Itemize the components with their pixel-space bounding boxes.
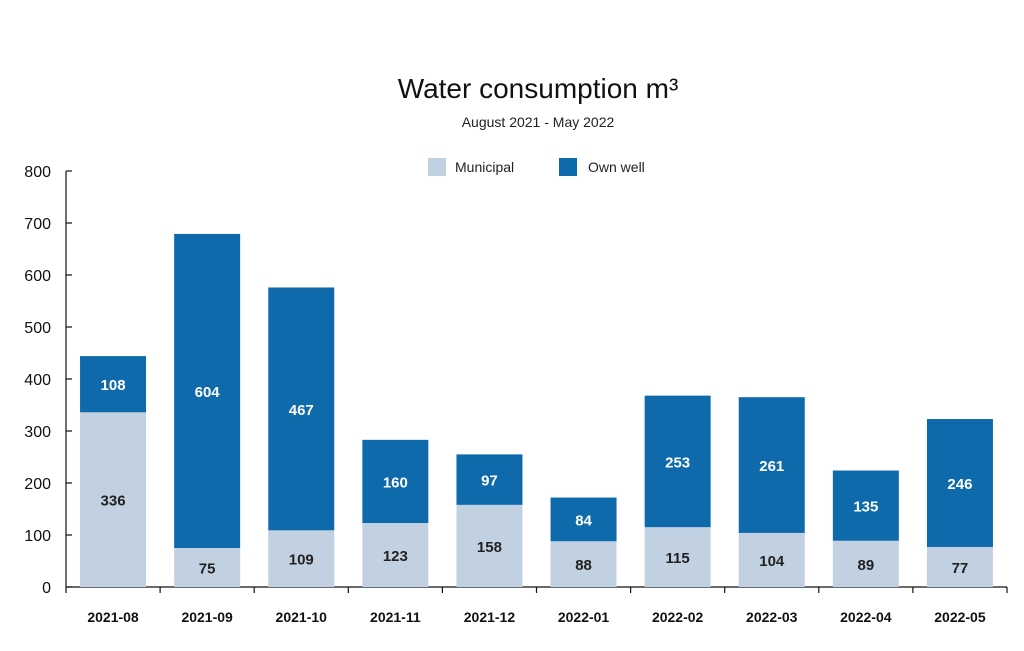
bar-own-well [456,454,523,505]
bar-value-label: 109 [289,552,314,569]
bar-municipal [550,541,617,587]
bar-municipal [644,527,711,587]
bar-own-well [926,419,993,547]
bar-value-label: 108 [101,377,126,394]
bar-value-label: 115 [666,550,690,567]
y-tick-label: 600 [24,268,51,285]
bar-own-well [174,233,241,549]
bar-value-label: 104 [759,553,785,570]
y-tick-label: 200 [24,476,51,493]
bar-municipal [362,523,429,587]
x-tick-label: 2021-11 [370,609,421,625]
legend-label-municipal: Municipal [455,159,514,175]
bar-value-label: 158 [477,539,502,556]
bar-municipal [832,540,899,587]
bar-value-label: 97 [481,473,498,490]
x-axis: 2021-08 2021-09 2021-10 2021-11 2021-12 2022-… [65,586,1008,625]
bar-own-well [362,439,429,524]
y-tick-label: 100 [24,528,51,545]
x-tick-label: 2021-12 [464,609,516,625]
bar-value-label: 135 [853,499,878,516]
legend-label-own-well: Own well [588,159,645,175]
legend-swatch-own-well [559,158,577,176]
bar-value-label: 261 [759,458,784,475]
x-tick-label: 2022-05 [934,609,986,625]
bar-municipal [456,504,523,587]
legend-swatch-municipal [428,158,446,176]
bar-municipal [80,412,147,587]
bar-value-label: 77 [952,560,969,577]
bar-municipal [738,532,805,587]
y-tick-label: 0 [42,580,51,597]
y-tick-label: 400 [24,372,51,389]
bar-municipal [268,530,335,587]
bar-municipal [174,548,241,587]
bar-own-well [644,395,711,528]
bar-value-label: 88 [575,557,592,574]
x-tick-label: 2021-08 [87,609,139,625]
x-tick-label: 2022-03 [746,609,798,625]
bar-municipal [926,546,993,587]
bar-own-well [832,470,899,541]
bar-own-well [268,287,335,531]
legend: Municipal Own well [428,158,645,176]
bar-value-label: 246 [947,476,972,493]
bar-value-label: 160 [383,474,408,491]
x-tick-label: 2022-01 [558,609,610,625]
bar-own-well [80,356,147,413]
bars: 336 108 75 604 109 467 123 160 158 97 88 84 115 253 10… [80,233,993,587]
bar-own-well [738,397,805,533]
bar-value-label: 467 [289,402,314,419]
bar-value-label: 123 [383,548,408,565]
x-tick-label: 2022-04 [840,609,892,625]
bar-value-label: 336 [101,493,126,510]
bar-value-label: 84 [575,512,592,529]
bar-value-label: 89 [858,557,875,574]
y-axis: 0 100 200 300 400 500 600 700 800 [24,164,72,597]
bar-value-label: 75 [199,561,216,578]
x-tick-label: 2021-10 [276,609,328,625]
x-tick-label: 2021-09 [181,609,233,625]
bar-value-label: 253 [665,454,690,471]
x-tick-label: 2022-02 [652,609,704,625]
bar-own-well [550,497,617,542]
chart-title: Water consumption m³ [398,73,679,104]
y-tick-label: 800 [24,164,51,181]
bar-value-label: 604 [195,384,221,401]
chart-subtitle: August 2021 - May 2022 [462,114,615,130]
y-tick-label: 500 [24,320,51,337]
y-tick-label: 700 [24,216,51,233]
y-tick-label: 300 [24,424,51,441]
